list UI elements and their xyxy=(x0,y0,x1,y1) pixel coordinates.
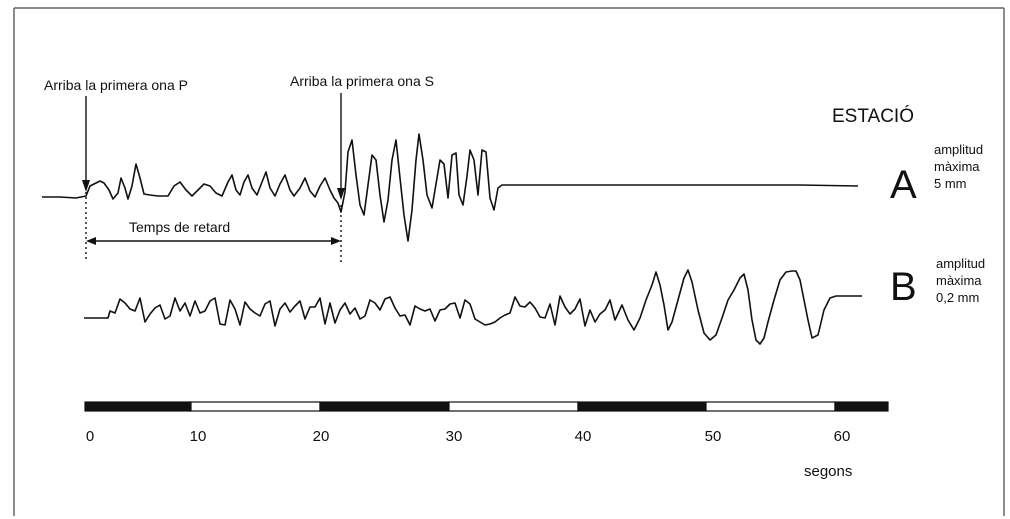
time-tick-label: 40 xyxy=(575,428,592,445)
scale-bar-segment xyxy=(448,401,579,412)
seismogram-trace-a xyxy=(42,133,859,242)
station-b-letter: B xyxy=(890,265,917,309)
scale-bar-segment xyxy=(834,401,889,412)
scale-bar-segment xyxy=(705,401,836,412)
station-a-letter: A xyxy=(890,163,917,207)
delay-arrow-left-head xyxy=(86,237,96,245)
scale-bar-segment xyxy=(190,401,321,412)
station-b-amp-value: 0,2 mm xyxy=(936,290,979,305)
p-arrow-head xyxy=(82,180,90,192)
time-scale-bar xyxy=(84,401,889,412)
time-tick-label: 50 xyxy=(705,428,722,445)
p-wave-arrival-label: Arriba la primera ona P xyxy=(44,77,188,93)
time-tick-label: 10 xyxy=(190,428,207,445)
station-title: ESTACIÓ xyxy=(832,105,914,127)
delay-arrow-right-head xyxy=(331,237,341,245)
time-tick-label: 60 xyxy=(834,428,851,445)
scale-bar-segment xyxy=(319,401,450,412)
station-b-amp-label-2: màxima xyxy=(936,273,982,288)
scale-bar-segment xyxy=(84,401,192,412)
s-arrow-head xyxy=(337,188,345,200)
station-b-amp-label-1: amplitud xyxy=(936,256,985,271)
time-scale-tick-labels: 0 10 20 30 40 50 60 xyxy=(86,428,851,445)
station-a-amp-label-2: màxima xyxy=(934,159,980,174)
station-a-amp-label-1: amplitud xyxy=(934,142,983,157)
s-wave-arrival-label: Arriba la primera ona S xyxy=(290,73,434,89)
station-a-amp-value: 5 mm xyxy=(934,176,967,191)
scale-bar-segment xyxy=(577,401,707,412)
time-tick-label: 20 xyxy=(313,428,330,445)
seismogram-trace-b xyxy=(84,269,862,345)
delay-label: Temps de retard xyxy=(129,219,230,235)
time-tick-label: 30 xyxy=(446,428,463,445)
time-tick-label: 0 xyxy=(86,428,94,445)
time-unit-label: segons xyxy=(804,463,852,480)
